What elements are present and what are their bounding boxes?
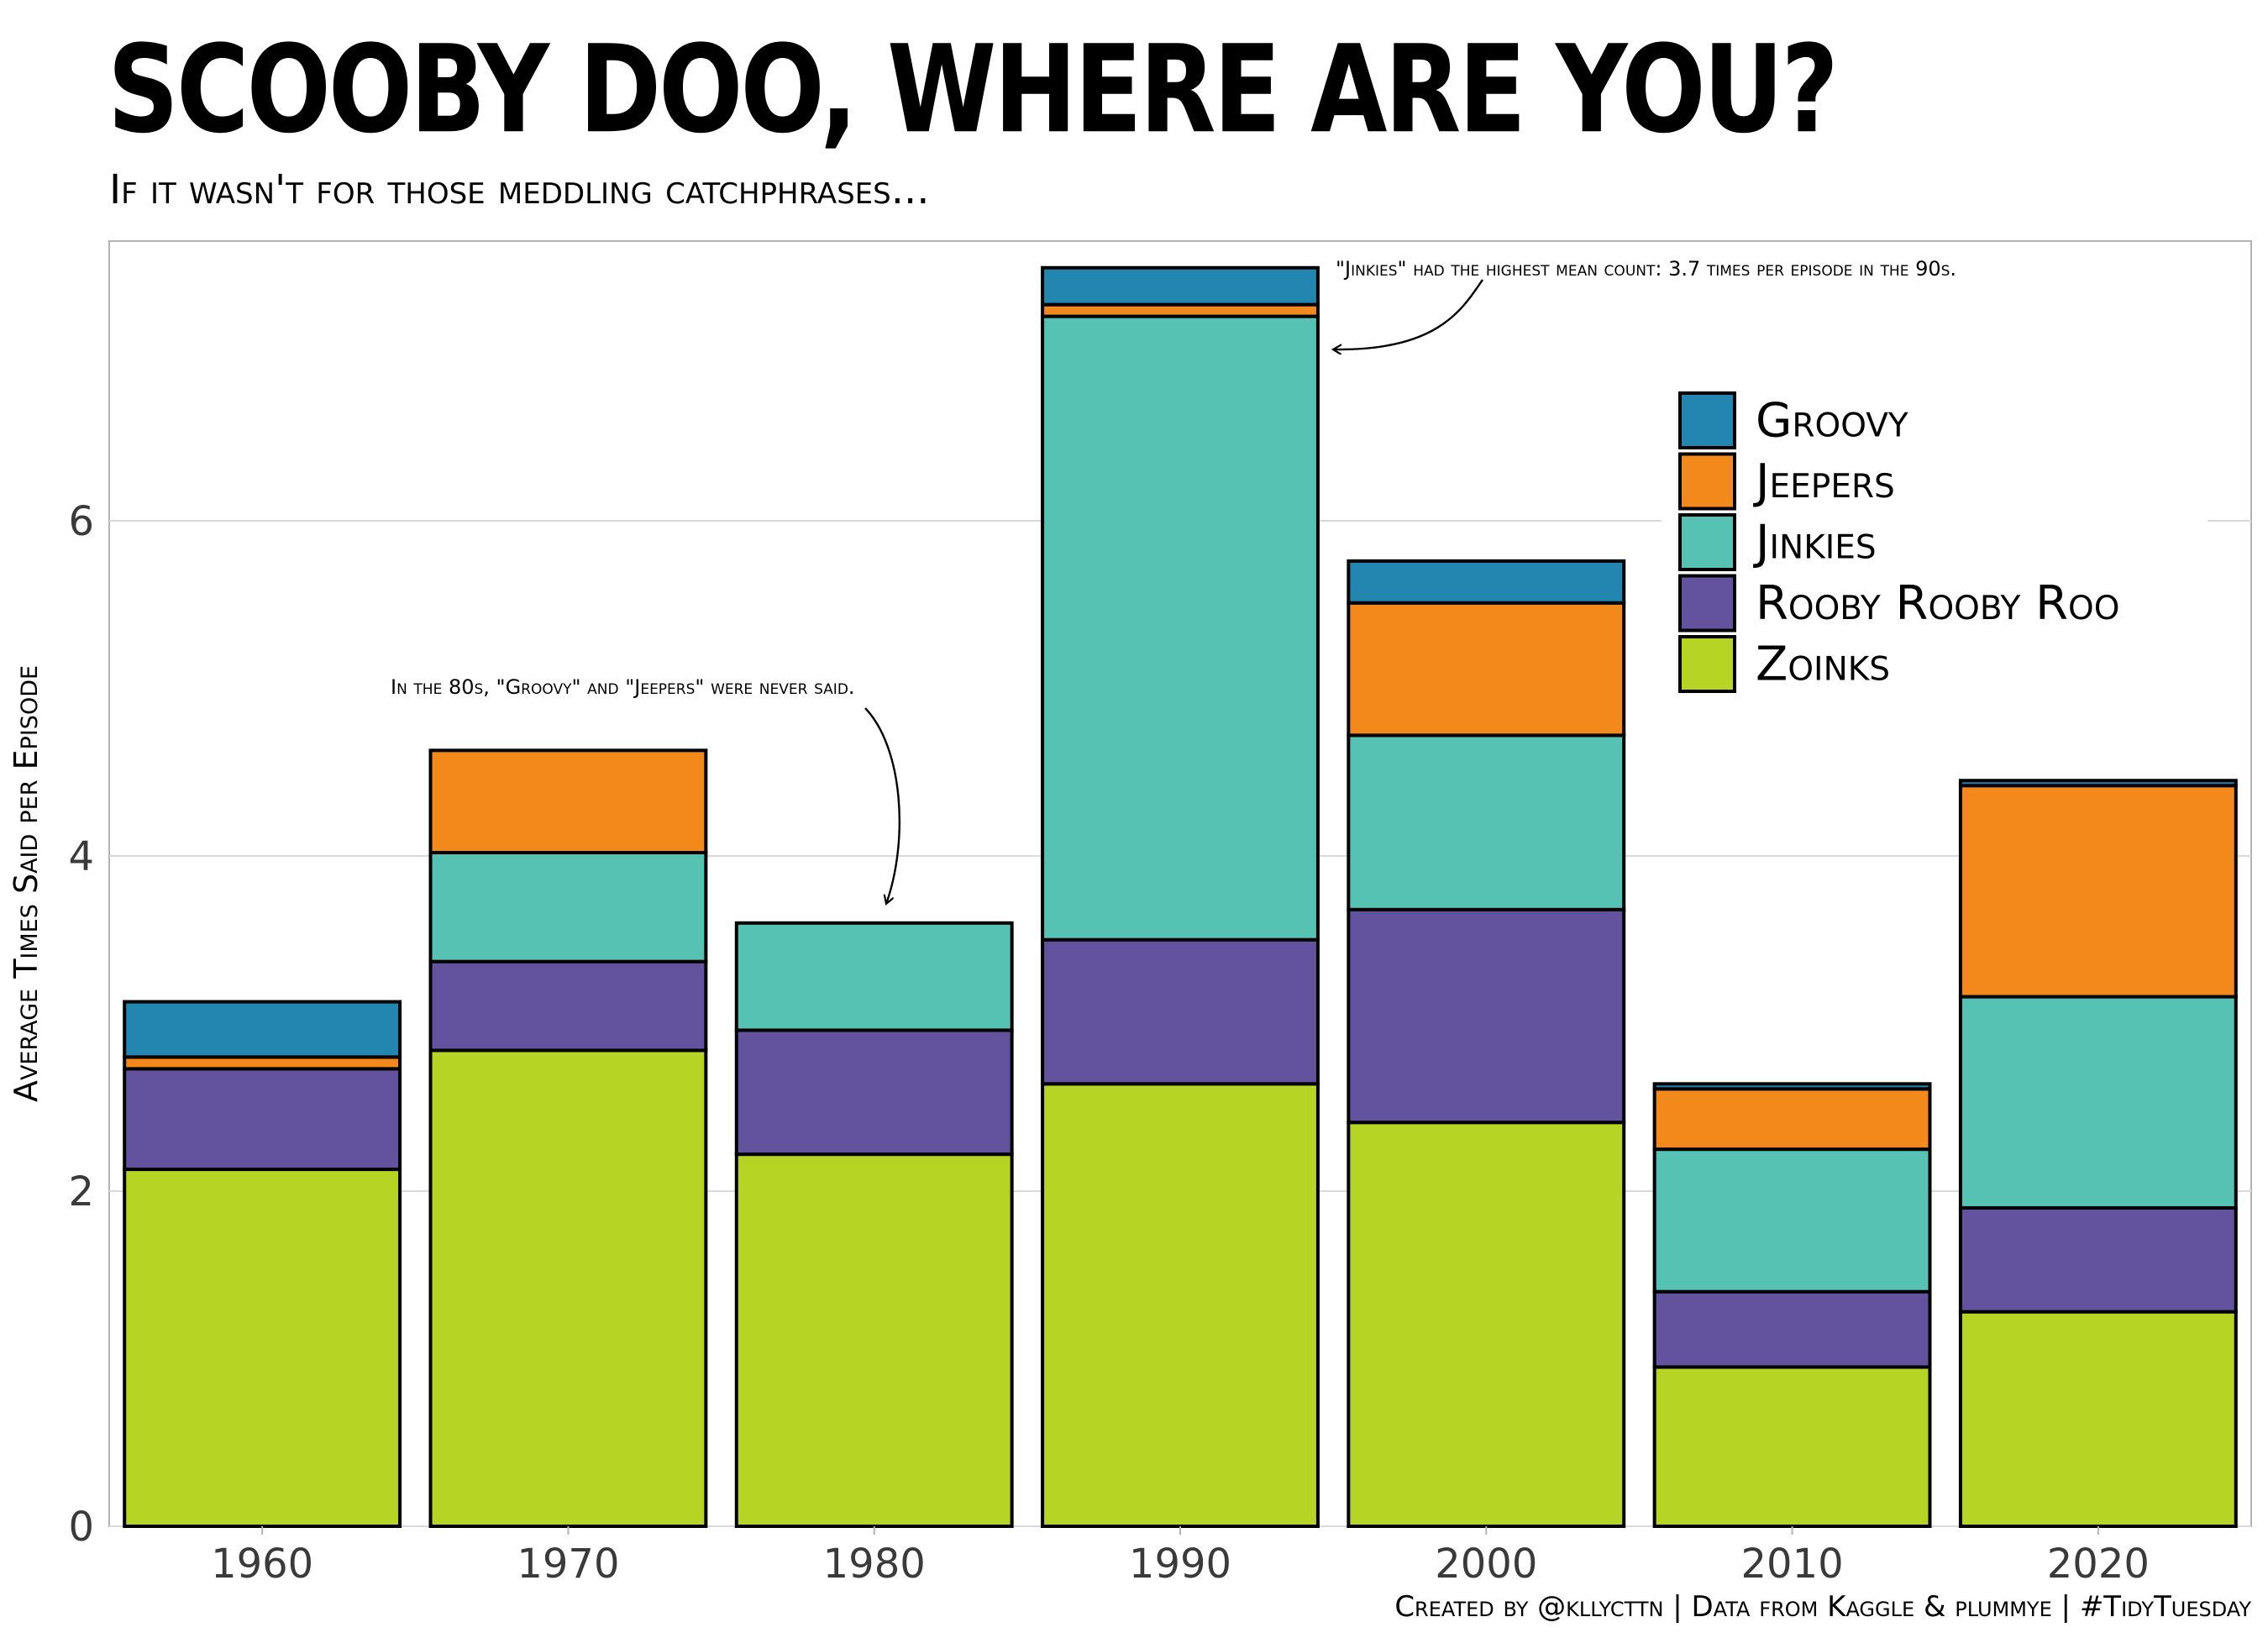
bar-segment-jeepers-1970 <box>428 748 708 855</box>
bar-segment-groovy-1960 <box>123 1000 402 1059</box>
chart-title: Scooby Doo, Where Are You? <box>108 18 1839 160</box>
annotation-1980: In the 80s, "Groovy" and "Jeepers" were … <box>391 675 855 699</box>
bar-segment-zoinks-1980 <box>734 1152 1014 1528</box>
x-tick-label: 2000 <box>1435 1541 1537 1588</box>
legend-background <box>1662 382 2208 706</box>
bar-segment-jinkies-1990 <box>1041 314 1320 942</box>
x-tick-label: 1980 <box>823 1541 926 1588</box>
bar-segment-groovy-1990 <box>1041 265 1320 307</box>
bar-segment-jinkies-2000 <box>1347 733 1626 911</box>
x-tick-label: 2010 <box>1740 1541 1843 1588</box>
x-tick-label: 1990 <box>1129 1541 1231 1588</box>
bar-segment-jinkies-2020 <box>1958 995 2238 1210</box>
bar-segment-jeepers-1960 <box>123 1055 402 1071</box>
bar-segment-jinkies-1970 <box>428 851 708 963</box>
bar-segment-rooby-rooby-roo-1970 <box>428 959 708 1053</box>
legend-key-groovy <box>1678 391 1736 449</box>
legend-label: Rooby Rooby Roo <box>1756 576 2119 631</box>
y-tick-label: 6 <box>68 498 94 545</box>
bar-segment-rooby-rooby-roo-1960 <box>123 1067 402 1172</box>
legend-key-rooby-rooby-roo <box>1678 574 1736 633</box>
bar-segment-rooby-rooby-roo-2000 <box>1347 907 1626 1125</box>
bar-segment-rooby-rooby-roo-1980 <box>734 1028 1014 1157</box>
bars <box>123 265 2238 1529</box>
caption: Created by @kllycttn | Data from Kaggle … <box>1394 1590 2251 1624</box>
bar-segment-jeepers-1990 <box>1041 302 1320 318</box>
bar-segment-zoinks-2010 <box>1652 1365 1932 1528</box>
bar-segment-jeepers-2010 <box>1652 1087 1932 1152</box>
y-axis-ticks: 0 2 4 6 <box>68 498 94 1551</box>
bar-segment-groovy-2000 <box>1347 559 1626 605</box>
bar-segment-groovy-2010 <box>1652 1082 1932 1091</box>
y-tick-label: 4 <box>68 833 94 880</box>
x-tick-label: 1970 <box>517 1541 619 1588</box>
x-tick-label: 2020 <box>2047 1541 2150 1588</box>
bar-segment-rooby-rooby-roo-1990 <box>1041 937 1320 1086</box>
legend-key-jeepers <box>1678 452 1736 511</box>
legend-label: Groovy <box>1756 394 1908 449</box>
x-tick-label: 1960 <box>211 1541 313 1588</box>
bar-segment-zoinks-1990 <box>1041 1082 1320 1528</box>
annotation-1980-arrow <box>864 707 901 904</box>
legend-label: Zoinks <box>1756 638 1890 692</box>
bar-segment-zoinks-2000 <box>1347 1121 1626 1528</box>
y-tick-label: 2 <box>68 1168 94 1215</box>
bar-segment-zoinks-1970 <box>428 1048 708 1529</box>
bar-segment-zoinks-1960 <box>123 1168 402 1528</box>
x-axis-ticks: 1960 1970 1980 1990 2000 2010 2020 <box>211 1526 2150 1588</box>
chart-subtitle: If it wasn't for those meddling catchphr… <box>109 166 930 213</box>
bar-segment-jinkies-2010 <box>1652 1147 1932 1294</box>
bar-segment-groovy-2020 <box>1958 779 2238 788</box>
annotation-1990: "Jinkies" had the highest mean count: 3.… <box>1336 257 1956 281</box>
bar-segment-rooby-rooby-roo-2010 <box>1652 1289 1932 1369</box>
y-axis-title: Average Times Said per Episode <box>8 665 45 1102</box>
legend-label: Jinkies <box>1753 516 1877 570</box>
legend-label: Jeepers <box>1753 454 1895 509</box>
bar-segment-zoinks-2020 <box>1958 1310 2238 1529</box>
bar-segment-jinkies-1980 <box>734 921 1014 1032</box>
annotation-1990-arrow <box>1333 279 1483 349</box>
y-tick-label: 0 <box>68 1504 94 1551</box>
legend-key-jinkies <box>1678 513 1736 571</box>
bar-segment-rooby-rooby-roo-2020 <box>1958 1205 2238 1314</box>
bar-segment-jeepers-2000 <box>1347 601 1626 738</box>
legend-key-zoinks <box>1678 635 1736 693</box>
bar-segment-jeepers-2020 <box>1958 784 2238 999</box>
